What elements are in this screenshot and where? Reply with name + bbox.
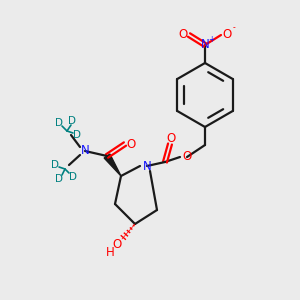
- Text: -: -: [232, 23, 236, 32]
- Text: N: N: [142, 160, 152, 172]
- Text: O: O: [178, 28, 188, 40]
- Text: +: +: [208, 35, 214, 44]
- Text: O: O: [167, 131, 176, 145]
- Text: N: N: [201, 38, 209, 52]
- Text: D: D: [55, 118, 63, 128]
- Polygon shape: [104, 154, 121, 176]
- Text: D: D: [69, 172, 77, 182]
- Text: O: O: [112, 238, 122, 251]
- Text: O: O: [222, 28, 232, 40]
- Text: D: D: [68, 116, 76, 126]
- Text: N: N: [81, 145, 89, 158]
- Text: D: D: [51, 160, 59, 170]
- Text: D: D: [55, 174, 63, 184]
- Text: H: H: [106, 245, 114, 259]
- Text: O: O: [182, 151, 192, 164]
- Text: D: D: [73, 130, 81, 140]
- Text: O: O: [126, 137, 136, 151]
